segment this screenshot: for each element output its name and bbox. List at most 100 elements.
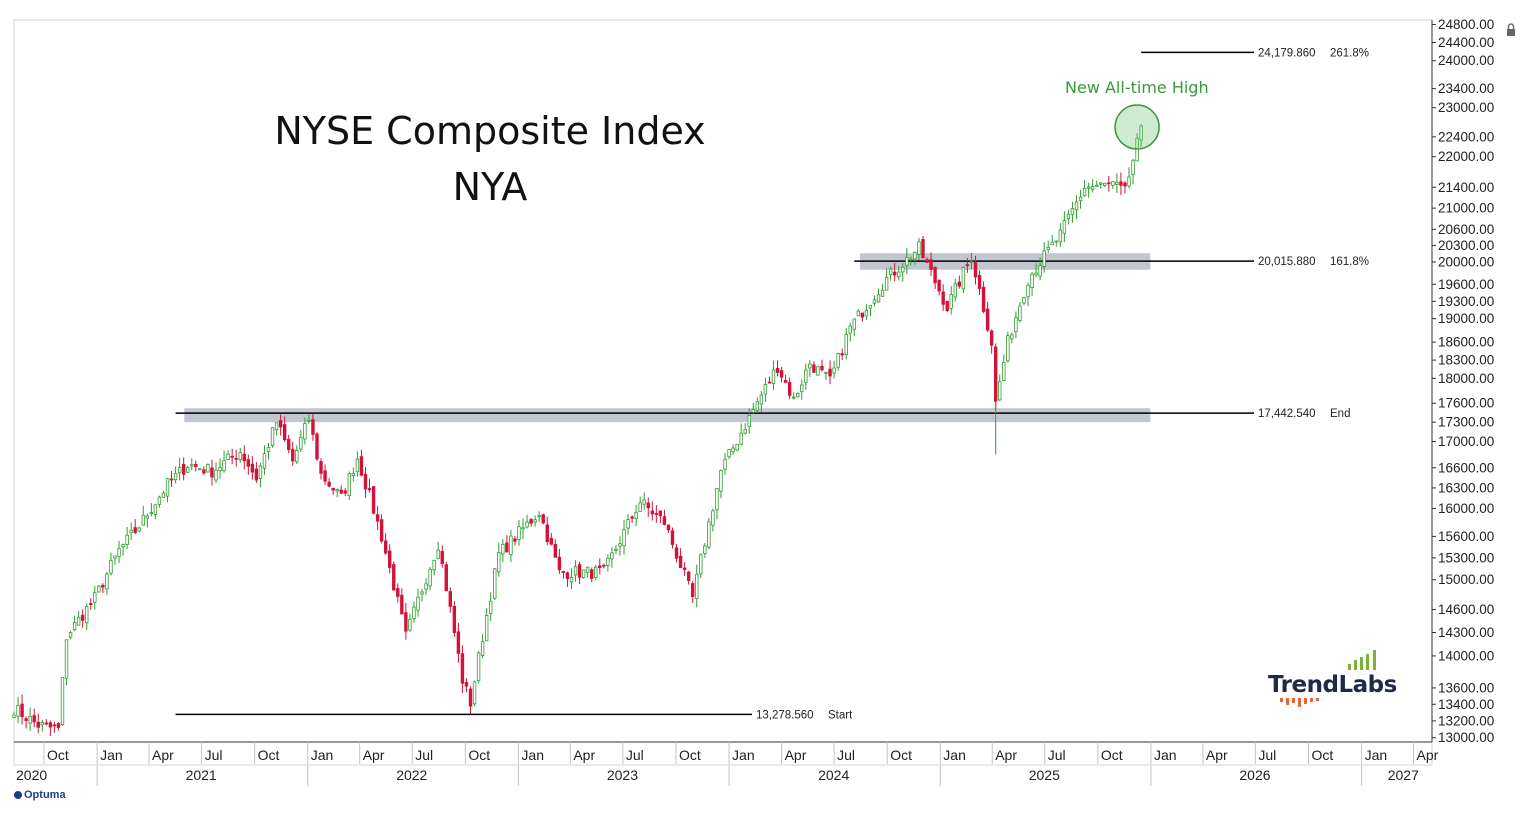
y-tick-label-1: 24400.00 <box>1438 35 1494 50</box>
candle-body <box>1086 186 1091 189</box>
candle-body <box>436 549 440 559</box>
brand-bars-icon <box>1280 650 1376 707</box>
candle-body <box>646 502 650 509</box>
y-tick-label-0: 24800.00 <box>1438 17 1494 32</box>
candle-body <box>901 266 905 273</box>
candle-body <box>969 261 974 263</box>
candle-body <box>783 380 788 383</box>
candle-body <box>650 510 655 515</box>
candle-body <box>800 384 804 393</box>
x-month-label-8: Oct <box>468 747 490 763</box>
candle-body <box>85 606 89 624</box>
candle-body <box>1062 220 1067 234</box>
candle-body <box>880 290 885 297</box>
candle-body <box>888 268 893 275</box>
x-year-label-5: 2025 <box>1029 767 1060 783</box>
chart-title: NYSE Composite Index <box>274 109 706 153</box>
candle-body <box>505 542 509 553</box>
candle-body <box>598 565 602 568</box>
y-tick-label-29: 14000.00 <box>1438 648 1494 663</box>
candle-body <box>949 294 953 309</box>
candle-body <box>44 722 49 725</box>
candle-body <box>731 447 735 453</box>
level-value-label-1: 20,015.880 <box>1258 256 1316 268</box>
candle-body <box>165 478 170 497</box>
candle-body <box>89 603 93 605</box>
x-month-label-7: Jul <box>415 747 433 763</box>
optuma-logo: Optuma <box>14 789 66 801</box>
candle-body <box>1018 305 1022 321</box>
candle-body <box>626 519 630 529</box>
y-tick-label-23: 16000.00 <box>1438 501 1494 516</box>
candle-body <box>60 677 65 726</box>
candle-body <box>610 552 614 560</box>
candle-body <box>1066 214 1071 220</box>
candle-body <box>125 534 129 546</box>
candle-body <box>282 424 287 441</box>
candle-body <box>557 556 562 570</box>
candle-body <box>1078 196 1083 201</box>
candle-body <box>480 641 485 656</box>
level-tag-label-0: 261.8% <box>1330 47 1369 59</box>
candle-body <box>16 705 20 717</box>
candle-body <box>897 271 901 278</box>
y-tick-label-11: 20000.00 <box>1438 255 1494 270</box>
x-month-label-17: Jan <box>943 747 966 763</box>
y-tick-label-31: 13400.00 <box>1438 697 1494 712</box>
x-month-label-25: Jan <box>1365 747 1388 763</box>
candle-body <box>359 456 364 476</box>
x-month-label-22: Apr <box>1206 747 1228 763</box>
x-month-label-19: Jul <box>1048 747 1066 763</box>
x-month-label-14: Apr <box>785 747 807 763</box>
candle-body <box>105 573 109 590</box>
candle-body <box>525 521 529 528</box>
x-month-label-4: Oct <box>258 747 280 763</box>
candle-body <box>388 550 392 568</box>
lock-icon <box>1507 29 1515 36</box>
candle-body <box>630 516 634 519</box>
candle-body <box>767 381 772 384</box>
candle-body <box>266 447 271 453</box>
candle-body <box>913 252 917 260</box>
candle-body <box>137 527 141 532</box>
candle-body <box>796 393 800 398</box>
candle-body <box>662 516 667 525</box>
candle-body <box>864 309 869 317</box>
candle-body <box>945 300 949 312</box>
trendlabs-logo: TrendLabs <box>1268 650 1397 707</box>
candle-body <box>1103 182 1107 186</box>
candle-body <box>210 467 214 478</box>
x-month-label-13: Jan <box>732 747 755 763</box>
candle-body <box>375 514 380 522</box>
candle-body <box>699 554 703 575</box>
candle-body <box>173 473 178 481</box>
candle-body <box>573 566 578 576</box>
candle-body <box>1002 361 1006 381</box>
resistance-band-0 <box>184 408 1151 423</box>
candle-body <box>953 283 957 298</box>
candle-body <box>642 499 646 505</box>
candle-body <box>32 715 36 723</box>
candle-body <box>973 262 978 278</box>
candle-body <box>64 639 69 679</box>
candle-body <box>303 423 307 440</box>
candle-body <box>1046 246 1050 250</box>
candle-body <box>117 548 121 557</box>
candle-body <box>367 488 372 491</box>
candle-body <box>157 496 162 505</box>
candle-body <box>1131 159 1135 176</box>
candle-body <box>981 286 986 312</box>
candle-body <box>202 469 206 474</box>
candle-body <box>416 596 420 611</box>
x-month-label-12: Oct <box>679 747 701 763</box>
candle-body <box>20 703 24 718</box>
candle-body <box>476 652 481 682</box>
x-year-label-1: 2021 <box>186 767 217 783</box>
candle-body <box>695 573 699 600</box>
candle-body <box>222 459 226 472</box>
candle-body <box>428 568 432 587</box>
candle-body <box>985 308 990 331</box>
candle-body <box>347 473 352 496</box>
candle-body <box>836 353 840 368</box>
candle-body <box>937 279 941 292</box>
